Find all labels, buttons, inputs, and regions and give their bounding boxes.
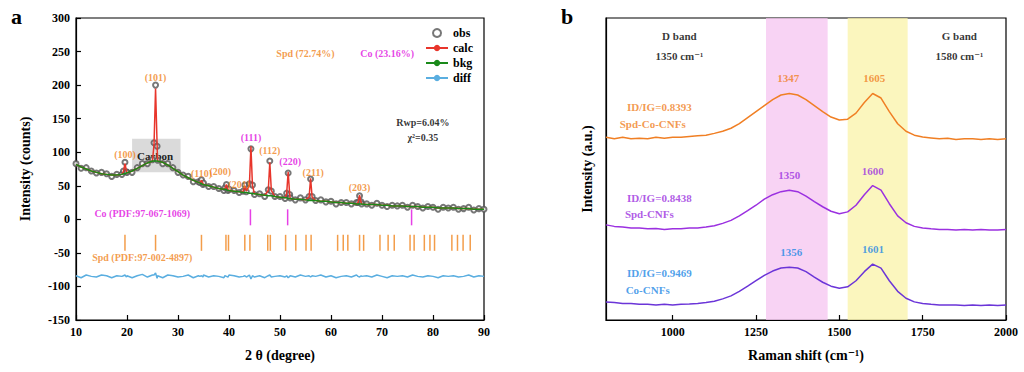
svg-text:Spd-Co-CNFs: Spd-Co-CNFs <box>620 118 687 130</box>
svg-text:1350 cm⁻¹: 1350 cm⁻¹ <box>655 50 703 62</box>
svg-text:100: 100 <box>52 145 70 159</box>
svg-text:1000: 1000 <box>661 325 685 339</box>
svg-text:Spd-CNFs: Spd-CNFs <box>625 208 675 220</box>
svg-text:250: 250 <box>52 45 70 59</box>
svg-text:(220): (220) <box>279 156 301 168</box>
svg-text:90: 90 <box>478 325 490 339</box>
svg-text:χ²=0.35: χ²=0.35 <box>406 132 438 143</box>
svg-text:-150: -150 <box>48 313 70 327</box>
svg-text:300: 300 <box>52 11 70 25</box>
svg-text:50: 50 <box>58 179 70 193</box>
svg-text:Co (PDF:97-067-1069): Co (PDF:97-067-1069) <box>94 208 190 220</box>
svg-text:40: 40 <box>223 325 235 339</box>
svg-text:0: 0 <box>64 212 70 226</box>
svg-text:1250: 1250 <box>744 325 768 339</box>
svg-text:diff: diff <box>453 71 472 85</box>
svg-text:1347: 1347 <box>777 72 800 84</box>
svg-text:-100: -100 <box>48 279 70 293</box>
svg-text:1350: 1350 <box>778 169 801 181</box>
svg-text:D band: D band <box>662 30 697 42</box>
svg-text:(211): (211) <box>303 167 324 179</box>
svg-text:1605: 1605 <box>863 72 886 84</box>
svg-text:(100): (100) <box>114 149 136 161</box>
svg-text:(112): (112) <box>259 145 280 157</box>
svg-text:Intensity (counts): Intensity (counts) <box>18 116 34 221</box>
svg-text:(201): (201) <box>228 179 250 191</box>
svg-text:(111): (111) <box>241 132 262 144</box>
svg-text:(203): (203) <box>349 182 371 194</box>
svg-text:Rwp=6.04%: Rwp=6.04% <box>396 117 449 128</box>
svg-text:80: 80 <box>427 325 439 339</box>
svg-text:1750: 1750 <box>911 325 935 339</box>
svg-text:20: 20 <box>121 325 133 339</box>
svg-text:ID/IG=0.9469: ID/IG=0.9469 <box>627 267 692 279</box>
svg-text:b: b <box>561 4 573 29</box>
svg-text:1580 cm⁻¹: 1580 cm⁻¹ <box>935 50 983 62</box>
svg-text:70: 70 <box>376 325 388 339</box>
svg-text:1600: 1600 <box>862 165 885 177</box>
svg-text:bkg: bkg <box>453 56 472 70</box>
svg-text:10: 10 <box>70 325 82 339</box>
svg-text:calc: calc <box>453 41 474 55</box>
svg-text:1601: 1601 <box>862 243 884 255</box>
svg-text:Raman shift (cm⁻¹): Raman shift (cm⁻¹) <box>748 348 864 364</box>
svg-text:Intensity (a.u.): Intensity (a.u.) <box>580 125 596 213</box>
svg-text:ID/IG=0.8438: ID/IG=0.8438 <box>627 192 692 204</box>
svg-text:obs: obs <box>453 26 471 40</box>
svg-text:a: a <box>11 4 22 29</box>
svg-text:30: 30 <box>172 325 184 339</box>
svg-text:(110): (110) <box>190 168 212 180</box>
svg-text:Co-CNFs: Co-CNFs <box>626 284 671 296</box>
svg-text:150: 150 <box>52 112 70 126</box>
svg-text:Spd (PDF:97-002-4897): Spd (PDF:97-002-4897) <box>92 252 192 264</box>
svg-text:-50: -50 <box>54 246 70 260</box>
svg-text:1356: 1356 <box>780 246 803 258</box>
svg-text:ID/IG=0.8393: ID/IG=0.8393 <box>627 101 692 113</box>
svg-text:(101): (101) <box>145 72 167 84</box>
svg-text:200: 200 <box>52 78 70 92</box>
svg-text:2 θ (degree): 2 θ (degree) <box>245 348 315 364</box>
svg-text:60: 60 <box>325 325 337 339</box>
svg-text:Spd (72.74%): Spd (72.74%) <box>276 48 334 60</box>
svg-text:Carbon: Carbon <box>137 149 174 162</box>
svg-text:G band: G band <box>942 30 977 42</box>
svg-text:2000: 2000 <box>994 325 1018 339</box>
svg-text:50: 50 <box>274 325 286 339</box>
svg-text:(200): (200) <box>209 166 231 178</box>
svg-text:1500: 1500 <box>827 325 851 339</box>
svg-text:Co (23.16%): Co (23.16%) <box>360 48 414 60</box>
